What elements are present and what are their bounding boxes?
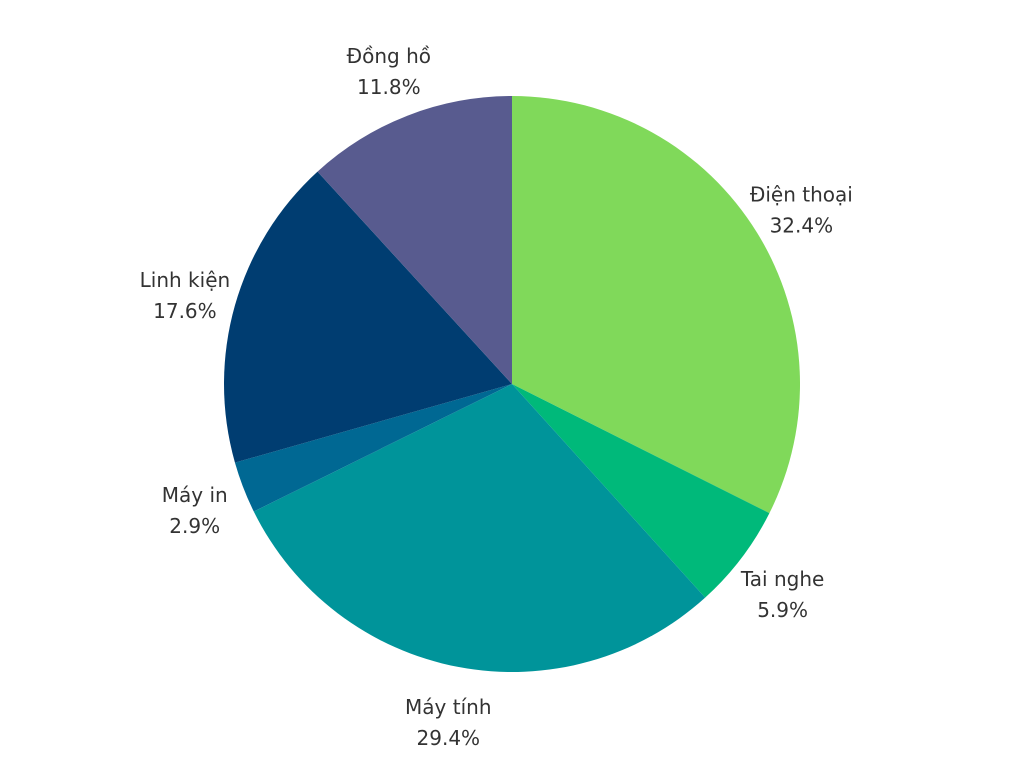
pie-slices	[224, 96, 800, 672]
slice-label-tai-nghe: Tai nghe	[740, 567, 824, 591]
pie-slice-tai-nghe	[512, 384, 770, 598]
slice-label-dien-thoai: Điện thoại	[750, 182, 853, 206]
slice-value-may-tinh: 29.4%	[417, 726, 481, 750]
slice-label-may-tinh: Máy tính	[405, 695, 491, 719]
pie-slice-linh-kien	[224, 171, 512, 463]
slice-label-dong-ho: Đồng hồ	[347, 44, 431, 68]
pie-labels: Điện thoại 32.4% Tai nghe 5.9% Máy tính 29.4%…	[140, 44, 853, 750]
slice-value-linh-kien: 17.6%	[153, 299, 217, 323]
slice-value-dien-thoai: 32.4%	[770, 213, 834, 237]
slice-label-linh-kien: Linh kiện	[140, 268, 231, 292]
pie-slice-dien-thoai	[512, 96, 800, 514]
slice-label-may-in: Máy in	[162, 483, 228, 507]
pie-slice-may-tinh	[253, 384, 706, 672]
slice-value-tai-nghe: 5.9%	[757, 598, 808, 622]
slice-value-may-in: 2.9%	[169, 514, 220, 538]
slice-value-dong-ho: 11.8%	[357, 75, 421, 99]
pie-slice-may-in	[234, 384, 512, 512]
pie-slice-dong-ho	[317, 96, 512, 384]
